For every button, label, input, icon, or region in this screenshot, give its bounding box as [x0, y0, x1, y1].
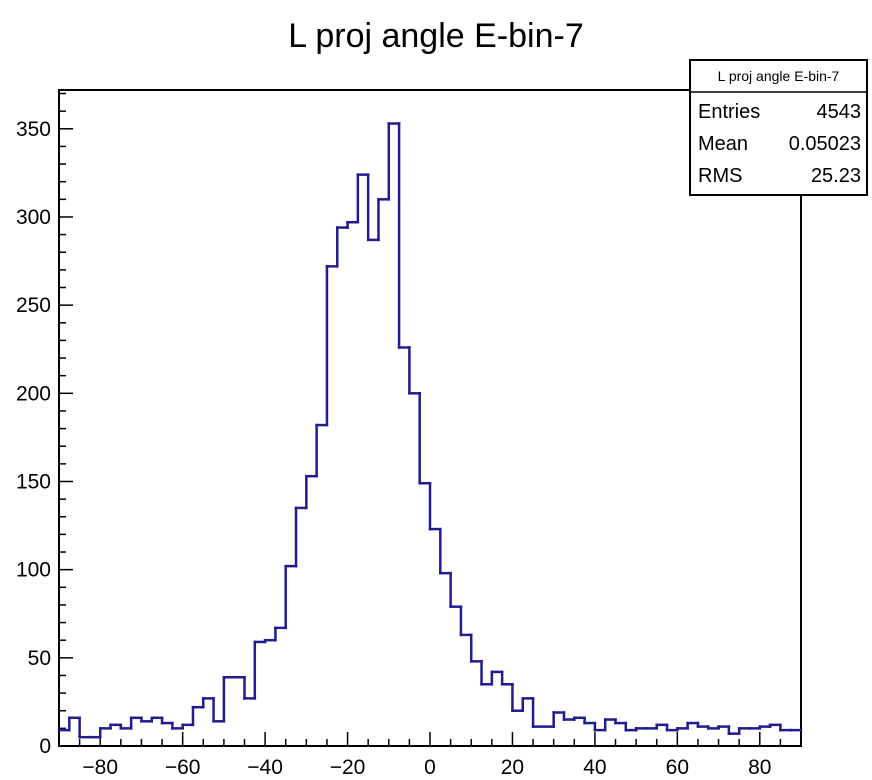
x-tick-label: −80: [82, 756, 118, 779]
x-tick-label: 80: [748, 756, 771, 779]
x-tick-label: −20: [330, 756, 366, 779]
stats-value-mean: 0.05023: [789, 133, 861, 155]
chart-title: L proj angle E-bin-7: [288, 17, 583, 55]
y-tick-label: 300: [16, 206, 51, 229]
y-tick-label: 150: [16, 470, 51, 493]
stats-label-entries: Entries: [698, 101, 760, 123]
y-tick-label: 200: [16, 382, 51, 405]
stats-label-rms: RMS: [698, 165, 742, 187]
y-tick-label: 100: [16, 559, 51, 582]
stats-value-rms: 25.23: [811, 165, 861, 187]
y-tick-label: 350: [16, 118, 51, 141]
stats-value-entries: 4543: [817, 101, 862, 123]
y-tick-label: 50: [28, 647, 51, 670]
histogram-bins: [57, 122, 803, 739]
y-tick-label: 0: [39, 735, 51, 758]
x-tick-label: 20: [501, 756, 524, 779]
x-tick-label: 0: [424, 756, 436, 779]
stats-box-frame: [689, 59, 868, 196]
stats-box: L proj angle E-bin-7 Entries 4543 Mean 0.050…: [689, 59, 868, 196]
stats-box-title: L proj angle E-bin-7: [718, 68, 840, 84]
y-tick-label: 250: [16, 294, 51, 317]
x-tick-label: 60: [666, 756, 689, 779]
x-tick-label: −40: [247, 756, 283, 779]
x-tick-label: 40: [583, 756, 606, 779]
stats-label-mean: Mean: [698, 133, 748, 155]
x-tick-label: −60: [165, 756, 201, 779]
